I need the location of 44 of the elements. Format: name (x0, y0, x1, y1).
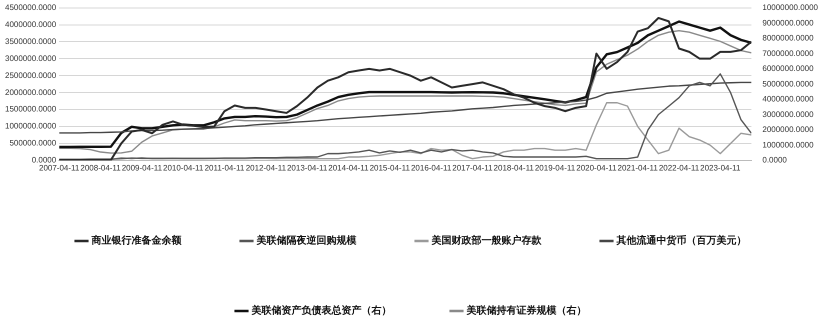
x-tick-label: 2020-04-11 (576, 163, 618, 172)
legend-label: 商业银行准备金余额 (90, 234, 182, 247)
x-tick-label: 2015-04-11 (370, 163, 410, 172)
x-tick-label: 2010-04-11 (162, 163, 204, 172)
x-tick-label: 2022-04-11 (658, 163, 700, 172)
y-tick-label: 2500000.0000 (4, 70, 57, 80)
y2-tick-label: 4000000.0000 (762, 94, 814, 104)
y2-tick-label: 0.0000 (762, 156, 788, 165)
y2-tick-label: 7000000.0000 (762, 48, 814, 58)
x-tick-label: 2014-04-11 (328, 163, 370, 172)
x-tick-label: 2011-04-11 (204, 163, 245, 172)
x-tick-label: 2016-04-11 (410, 163, 452, 172)
y2-tick-label: 1000000.0000 (762, 140, 814, 150)
legend-label: 美联储隔夜逆回购规模 (256, 234, 358, 247)
x-tick-label: 2017-04-11 (452, 163, 494, 172)
y-tick-label: 4500000.0000 (4, 3, 57, 12)
x-tick-label: 2019-04-11 (534, 163, 576, 172)
legend-label: 美国财政部一般账户存款 (430, 234, 542, 247)
x-tick-label: 2023-04-11 (700, 163, 741, 172)
x-tick-label: 2018-04-11 (494, 163, 534, 172)
y-tick-label: 3000000.0000 (4, 54, 57, 63)
y-tick-label: 3500000.0000 (4, 36, 57, 46)
y-tick-label: 1000000.0000 (4, 122, 57, 131)
y-tick-label: 500000.0000 (9, 138, 57, 148)
legend-label: 其他流通中货币（百万美元） (616, 234, 746, 247)
x-tick-label: 2008-04-11 (80, 163, 122, 172)
x-tick-label: 2007-04-11 (39, 163, 80, 172)
y2-tick-label: 5000000.0000 (762, 79, 814, 88)
legend-label: 美联储资产负债表总资产（右） (250, 304, 392, 317)
y-tick-label: 1500000.0000 (4, 104, 57, 114)
y-tick-label: 4000000.0000 (4, 20, 57, 29)
x-tick-label: 2013-04-11 (286, 163, 328, 172)
x-tick-label: 2012-04-11 (246, 163, 287, 172)
y-tick-label: 0.0000 (32, 156, 57, 165)
x-tick-label: 2009-04-11 (122, 163, 163, 172)
y2-tick-label: 9000000.0000 (762, 18, 814, 28)
y-tick-label: 2000000.0000 (4, 88, 57, 97)
x-tick-label: 2021-04-11 (618, 163, 658, 172)
y2-tick-label: 8000000.0000 (762, 34, 814, 43)
legend-label: 美联储持有证券规模（右） (466, 304, 586, 317)
y2-tick-label: 2000000.0000 (762, 125, 814, 134)
y2-tick-label: 6000000.0000 (762, 64, 814, 74)
y2-tick-label: 10000000.0000 (762, 3, 819, 12)
y2-tick-label: 3000000.0000 (762, 110, 814, 119)
